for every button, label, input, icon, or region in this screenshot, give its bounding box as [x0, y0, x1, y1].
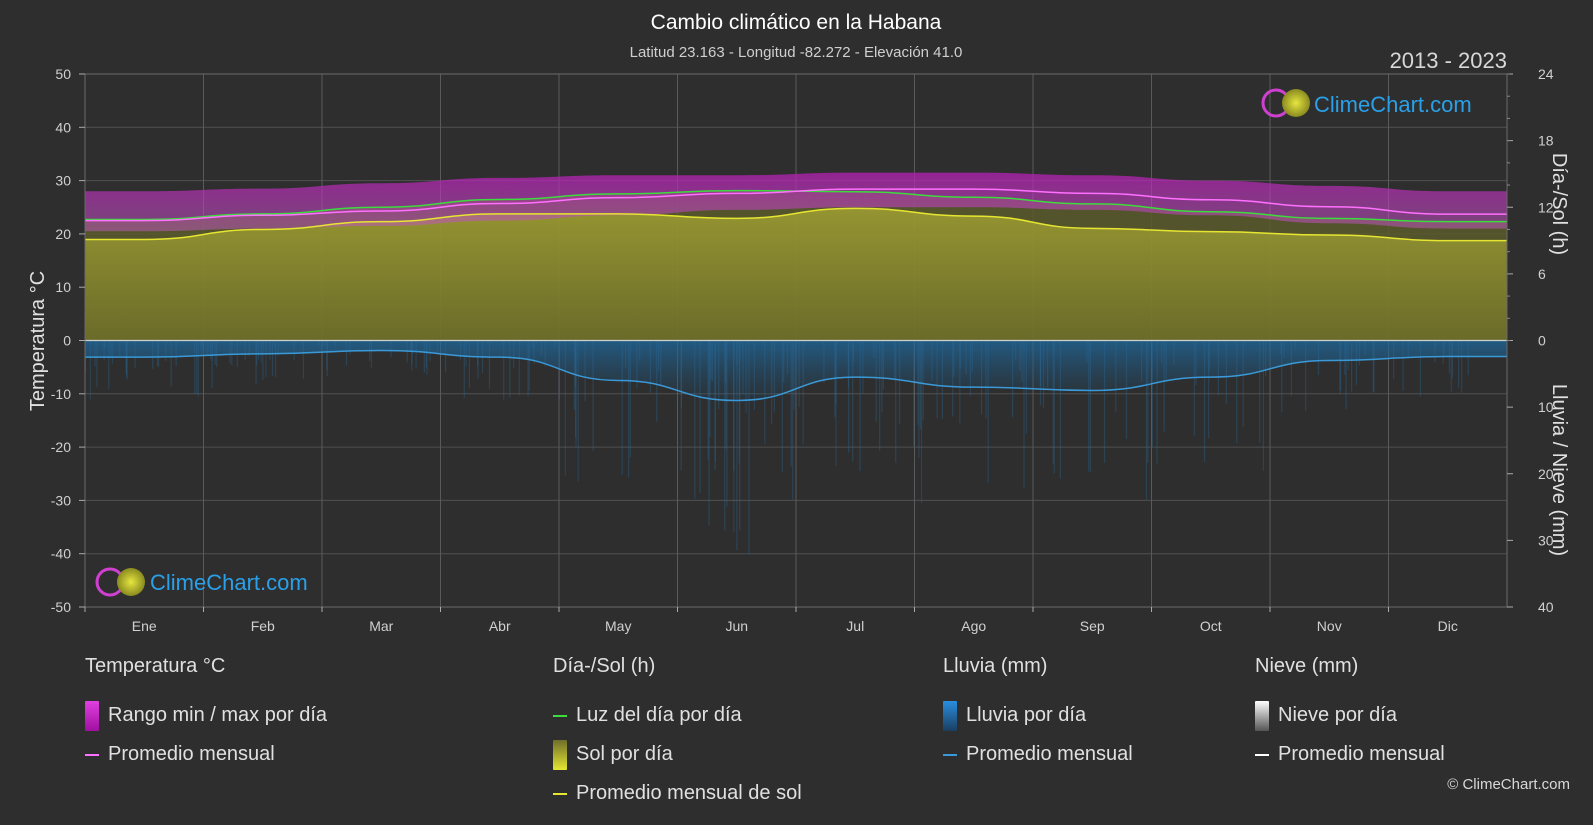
x-tick: Abr	[489, 618, 511, 634]
legend-label: Luz del día por día	[576, 704, 742, 726]
x-tick: May	[605, 618, 631, 634]
rain-area	[85, 340, 1507, 401]
legend-label: Promedio mensual	[966, 743, 1133, 765]
y-right-bottom-tick: 30	[1538, 532, 1554, 548]
snow-swatch	[1255, 700, 1269, 731]
climate-chart: Cambio climático en la Habana Latitud 23…	[27, 11, 1570, 634]
y-left-tick: 30	[55, 173, 71, 189]
daylight-swatch	[553, 714, 567, 717]
legend-rain-title: Lluvia (mm)	[943, 655, 1048, 677]
brand-logo-bottom[interactable]: ClimeChart.com	[95, 567, 308, 597]
legend-label: Sol por día	[576, 743, 673, 765]
legend-label: Lluvia por día	[966, 704, 1087, 726]
legend-temperature: Temperatura °C Rango min / max por día P…	[85, 655, 327, 774]
range-swatch	[85, 700, 99, 731]
legend-sun-title: Día-/Sol (h)	[553, 655, 656, 677]
y-right-top-tick: 12	[1538, 199, 1554, 215]
rain-avg-swatch	[943, 753, 957, 756]
legend-item: Promedio mensual	[85, 735, 327, 774]
y-left-tick: -20	[51, 439, 71, 455]
temp-range-band	[85, 172, 1507, 232]
axes: 50 40 30 20 10 0 -10 -20 -30 -40 -50 24 18 12 6 0 10 20 30…	[51, 66, 1554, 634]
legend-snow: Nieve (mm) Nieve por día Promedio mensua…	[1255, 655, 1445, 774]
y-right-top-label: Día-/Sol (h)	[1548, 153, 1570, 255]
legend-rain: Lluvia (mm) Lluvia por día Promedio mens…	[943, 655, 1133, 774]
brand-sun-icon	[1282, 89, 1310, 117]
x-tick: Ene	[132, 618, 157, 634]
legend-item: Promedio mensual	[1255, 735, 1445, 774]
brand-name-top: ClimeChart.com	[1314, 92, 1472, 117]
sunshine-area	[85, 208, 1507, 341]
brand-name-bottom: ClimeChart.com	[150, 570, 308, 595]
temp-avg-line	[85, 188, 1507, 222]
legend-label: Promedio mensual de sol	[576, 782, 802, 804]
x-tick: Jul	[846, 618, 864, 634]
y-left-tick: 20	[55, 226, 71, 242]
y-left-tick: -30	[51, 492, 71, 508]
y-left-tick: -10	[51, 386, 71, 402]
sun-swatch	[553, 739, 567, 770]
y-right-bottom-tick: 20	[1538, 466, 1554, 482]
legend-label: Promedio mensual	[1278, 743, 1445, 765]
y-right-bottom-label: Lluvia / Nieve (mm)	[1548, 384, 1570, 556]
x-tick: Sep	[1080, 618, 1105, 634]
y-right-bottom-tick: 40	[1538, 599, 1554, 615]
y-right-bottom-tick: 10	[1538, 399, 1554, 415]
chart-title: Cambio climático en la Habana	[651, 11, 942, 34]
y-right-top-tick: 0	[1538, 333, 1546, 349]
legend-label: Rango min / max por día	[108, 704, 327, 726]
y-left-label: Temperatura °C	[27, 271, 49, 411]
y-right-top-tick: 6	[1538, 266, 1546, 282]
y-left-tick: 0	[63, 333, 71, 349]
copyright: © ClimeChart.com	[1447, 776, 1570, 793]
legend-item: Nieve por día	[1255, 696, 1445, 735]
temp-avg-swatch	[85, 753, 99, 756]
legend-item: Lluvia por día	[943, 696, 1133, 735]
x-tick: Nov	[1317, 618, 1342, 634]
data-layer	[84, 172, 1507, 555]
x-tick: Feb	[251, 618, 275, 634]
y-left-tick: -40	[51, 546, 71, 562]
x-tick: Jun	[725, 618, 748, 634]
x-tick: Oct	[1200, 618, 1222, 634]
legend-item: Rango min / max por día	[85, 696, 327, 735]
x-tick: Dic	[1438, 618, 1458, 634]
y-right-top-tick: 18	[1538, 133, 1554, 149]
daylight-band	[85, 190, 1507, 241]
snow-avg-swatch	[1255, 753, 1269, 756]
x-tick: Mar	[369, 618, 393, 634]
chart-subtitle: Latitud 23.163 - Longitud -82.272 - Elev…	[630, 44, 963, 61]
sunshine-avg-line	[84, 207, 1507, 242]
legend-temp-title: Temperatura °C	[85, 655, 226, 677]
y-left-tick: 10	[55, 279, 71, 295]
legend-label: Nieve por día	[1278, 704, 1397, 726]
legend-label: Promedio mensual	[108, 743, 275, 765]
brand-sun-icon	[117, 568, 145, 596]
rain-swatch	[943, 700, 957, 731]
y-left-tick: 40	[55, 119, 71, 135]
legend-sun: Día-/Sol (h) Luz del día por día Sol por…	[553, 655, 802, 813]
legend-item: Luz del día por día	[553, 696, 802, 735]
period-label: 2013 - 2023	[1390, 48, 1507, 73]
x-tick: Ago	[961, 618, 986, 634]
legend-item: Promedio mensual	[943, 735, 1133, 774]
legend-item: Sol por día	[553, 735, 802, 774]
y-left-tick: 50	[55, 66, 71, 82]
legend-snow-title: Nieve (mm)	[1255, 655, 1359, 677]
legend-item: Promedio mensual de sol	[553, 774, 802, 813]
sun-avg-swatch	[553, 792, 567, 795]
rain-avg-line	[85, 349, 1507, 402]
brand-logo-top[interactable]: ClimeChart.com	[1261, 88, 1472, 118]
y-right-top-tick: 24	[1538, 66, 1554, 82]
y-left-tick: -50	[51, 599, 71, 615]
